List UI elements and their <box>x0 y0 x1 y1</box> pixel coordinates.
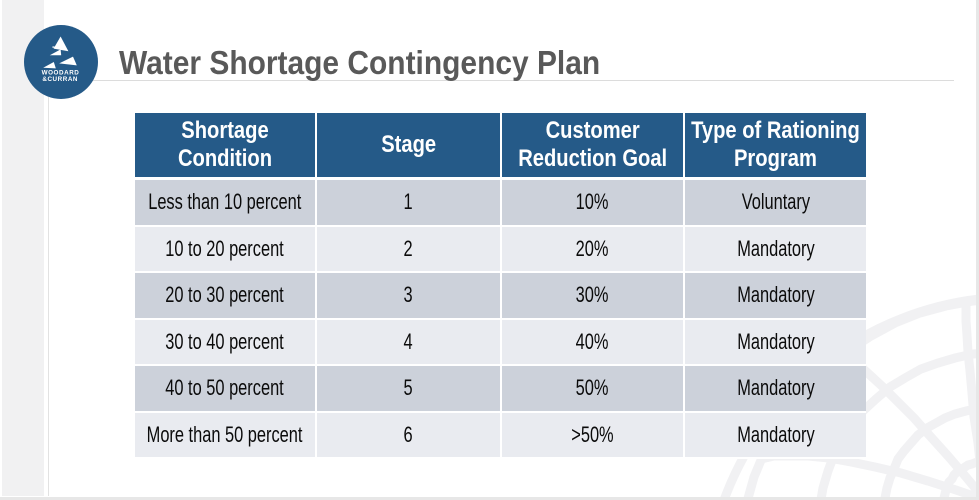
svg-text:&CURRAN: &CURRAN <box>42 76 78 83</box>
svg-text:WOODARD: WOODARD <box>42 70 80 77</box>
